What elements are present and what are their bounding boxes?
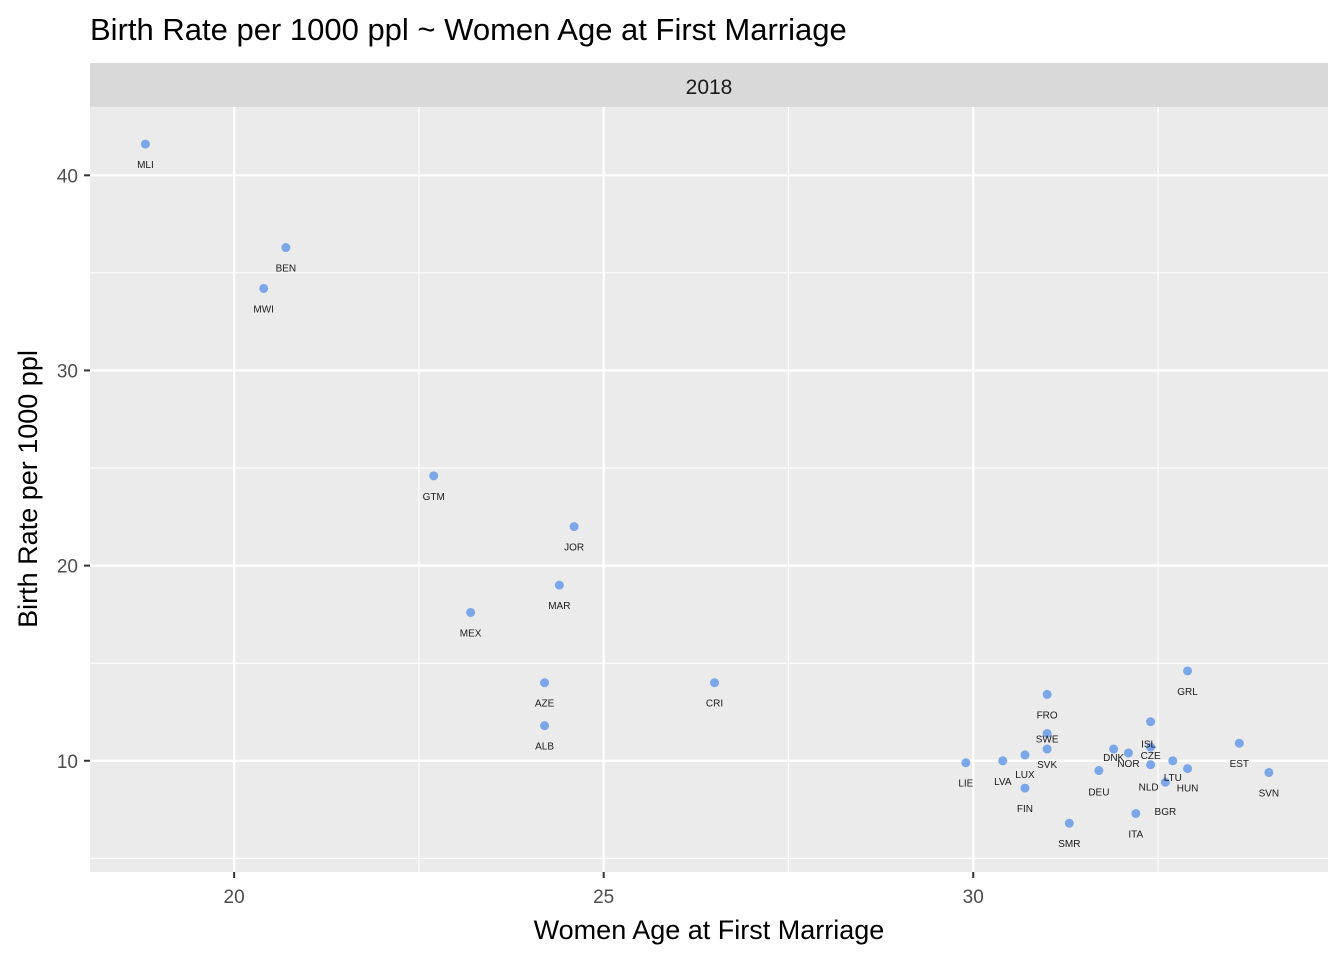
data-point-grl xyxy=(1183,666,1193,676)
point-label-fro: FRO xyxy=(1037,710,1058,721)
point-label-nld: NLD xyxy=(1139,783,1159,794)
data-point-gtm xyxy=(429,471,439,481)
data-point-smr xyxy=(1064,818,1074,828)
point-label-svn: SVN xyxy=(1259,788,1280,799)
x-axis-title: Women Age at First Marriage xyxy=(534,915,885,945)
facet-strip xyxy=(90,63,1328,107)
data-point-fin xyxy=(1020,783,1030,793)
data-point-ltu xyxy=(1168,756,1178,766)
y-tick-label: 10 xyxy=(57,752,78,773)
data-point-cze xyxy=(1146,742,1156,752)
x-tick-label: 30 xyxy=(963,887,984,908)
point-label-ita: ITA xyxy=(1128,829,1143,840)
minor-gridlines xyxy=(90,107,1328,872)
x-tick-label: 20 xyxy=(224,887,245,908)
point-label-lie: LIE xyxy=(958,779,973,790)
point-label-svk: SVK xyxy=(1037,760,1057,771)
point-label-deu: DEU xyxy=(1088,788,1109,799)
data-point-deu xyxy=(1094,766,1104,776)
point-label-cri: CRI xyxy=(706,699,723,710)
plot-panel xyxy=(90,107,1328,872)
data-point-mex xyxy=(466,607,476,617)
data-point-nld xyxy=(1146,760,1156,770)
data-point-bgr xyxy=(1160,777,1170,787)
data-point-isl xyxy=(1146,717,1156,727)
data-point-hun xyxy=(1183,764,1193,774)
point-label-hun: HUN xyxy=(1177,784,1199,795)
point-label-fin: FIN xyxy=(1017,804,1033,815)
data-point-ita xyxy=(1131,808,1141,818)
y-tick-label: 40 xyxy=(57,166,78,187)
point-label-jor: JOR xyxy=(564,543,584,554)
data-point-lie xyxy=(961,758,971,768)
data-point-nor xyxy=(1123,748,1133,758)
data-point-alb xyxy=(540,721,550,731)
data-point-ben xyxy=(281,243,291,253)
data-point-fro xyxy=(1042,689,1052,699)
data-point-mwi xyxy=(259,283,269,293)
data-point-aze xyxy=(540,678,550,688)
point-label-ltu: LTU xyxy=(1164,773,1182,784)
point-label-gtm: GTM xyxy=(423,492,445,503)
point-label-smr: SMR xyxy=(1058,839,1080,850)
data-point-labels: MLI BEN MWI GTM JOR MAR MEX AZE ALB CRI GRL FRO ISL E… xyxy=(137,160,1279,850)
point-label-mar: MAR xyxy=(548,601,570,612)
data-point-cri xyxy=(710,678,720,688)
data-point-lva xyxy=(998,756,1008,766)
point-label-alb: ALB xyxy=(535,742,554,753)
axis-ticks xyxy=(84,174,975,878)
chart-title: Birth Rate per 1000 ppl ~ Women Age at F… xyxy=(90,12,847,47)
y-tick-label: 20 xyxy=(57,557,78,578)
point-label-cze: CZE xyxy=(1141,751,1161,762)
data-point-swe xyxy=(1042,728,1052,738)
point-label-aze: AZE xyxy=(535,699,555,710)
point-label-ben: BEN xyxy=(276,264,297,275)
x-tick-label: 25 xyxy=(593,887,614,908)
point-label-lux: LUX xyxy=(1015,770,1035,781)
data-point-svk xyxy=(1042,744,1052,754)
data-point-jor xyxy=(569,522,579,532)
major-gridlines xyxy=(90,107,1328,872)
point-label-nor: NOR xyxy=(1117,759,1139,770)
data-point-est xyxy=(1234,738,1244,748)
data-point-lux xyxy=(1020,750,1030,760)
point-label-lva: LVA xyxy=(994,777,1012,788)
point-label-dnk: DNK xyxy=(1103,753,1124,764)
point-label-mli: MLI xyxy=(137,160,154,171)
axis-tick-labels: 20 25 30 10 20 30 40 xyxy=(57,166,984,908)
data-points xyxy=(140,139,1274,828)
data-point-mli xyxy=(140,139,150,149)
point-label-isl: ISL xyxy=(1141,740,1156,751)
data-point-svn xyxy=(1264,767,1274,777)
y-tick-label: 30 xyxy=(57,361,78,382)
y-axis-title: Birth Rate per 1000 ppl xyxy=(13,350,43,628)
data-point-dnk xyxy=(1109,744,1119,754)
point-label-mwi: MWI xyxy=(253,304,274,315)
point-label-bgr: BGR xyxy=(1155,807,1177,818)
point-label-grl: GRL xyxy=(1177,687,1198,698)
point-label-mex: MEX xyxy=(460,628,482,639)
point-label-est: EST xyxy=(1230,759,1249,770)
data-point-mar xyxy=(554,580,564,590)
point-label-swe: SWE xyxy=(1036,734,1059,745)
facet-label: 2018 xyxy=(686,76,733,99)
